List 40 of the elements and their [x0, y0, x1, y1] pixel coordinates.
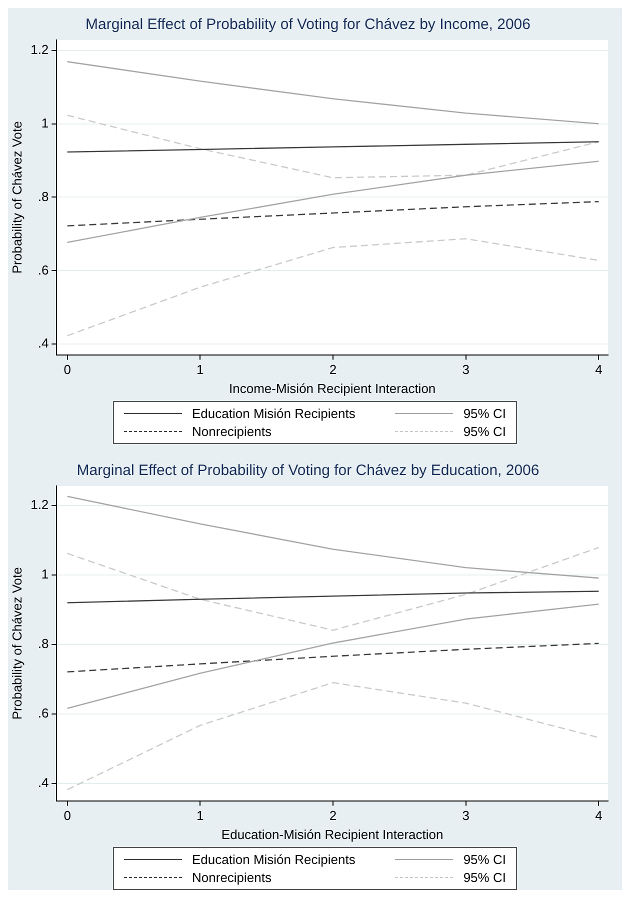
- x-tick-label: 0: [64, 808, 71, 824]
- legend-label: 95% CI: [463, 852, 506, 867]
- x-tick-label: 2: [329, 362, 337, 378]
- x-tick-label: 4: [595, 362, 602, 378]
- x-tick-label: 4: [595, 808, 602, 824]
- line-series: [66, 200, 600, 227]
- chart-title: Marginal Effect of Probability of Voting for Chávez by Income, 2006: [86, 16, 530, 34]
- line-series: [66, 546, 600, 631]
- legend-label: Education Misión Recipients: [192, 406, 356, 421]
- y-axis-title: Probability of Chávez Vote: [9, 121, 24, 274]
- x-tick-label: 3: [462, 362, 470, 378]
- legend-label: 95% CI: [463, 424, 506, 439]
- line-series: [66, 642, 600, 673]
- line-series: [66, 238, 600, 336]
- x-tick-label: 1: [196, 808, 204, 824]
- y-tick-label: .6: [38, 262, 49, 278]
- y-tick-label: .6: [38, 706, 49, 721]
- y-tick-label: .8: [38, 188, 49, 204]
- legend-label: Nonrecipients: [192, 424, 272, 439]
- legend-label: 95% CI: [463, 406, 506, 421]
- x-tick-label: 0: [64, 362, 71, 378]
- legend-label: 95% CI: [463, 870, 506, 885]
- line-series: [66, 682, 600, 790]
- y-tick-label: .4: [38, 775, 49, 790]
- y-axis-title: Probability of Chávez Vote: [9, 567, 24, 720]
- x-axis-title: Education-Misión Recipient Interaction: [221, 826, 444, 842]
- y-tick-label: .8: [38, 636, 49, 652]
- x-tick-label: 1: [196, 362, 204, 378]
- x-axis-title: Income-Misión Recipient Interaction: [229, 380, 436, 396]
- y-tick-label: 1: [41, 115, 49, 130]
- x-tick-label: 3: [462, 808, 470, 824]
- y-tick-label: .4: [38, 336, 49, 351]
- y-tick-label: 1.2: [30, 497, 49, 512]
- x-tick-label: 2: [329, 808, 337, 824]
- line-series: [66, 114, 600, 178]
- chart-title: Marginal Effect of Probability of Voting for Chávez by Education, 2006: [76, 462, 540, 480]
- y-tick-label: 1.2: [30, 42, 49, 57]
- y-tick-label: 1: [41, 566, 49, 582]
- legend-label: Nonrecipients: [192, 870, 272, 885]
- legend-label: Education Misión Recipients: [192, 852, 356, 867]
